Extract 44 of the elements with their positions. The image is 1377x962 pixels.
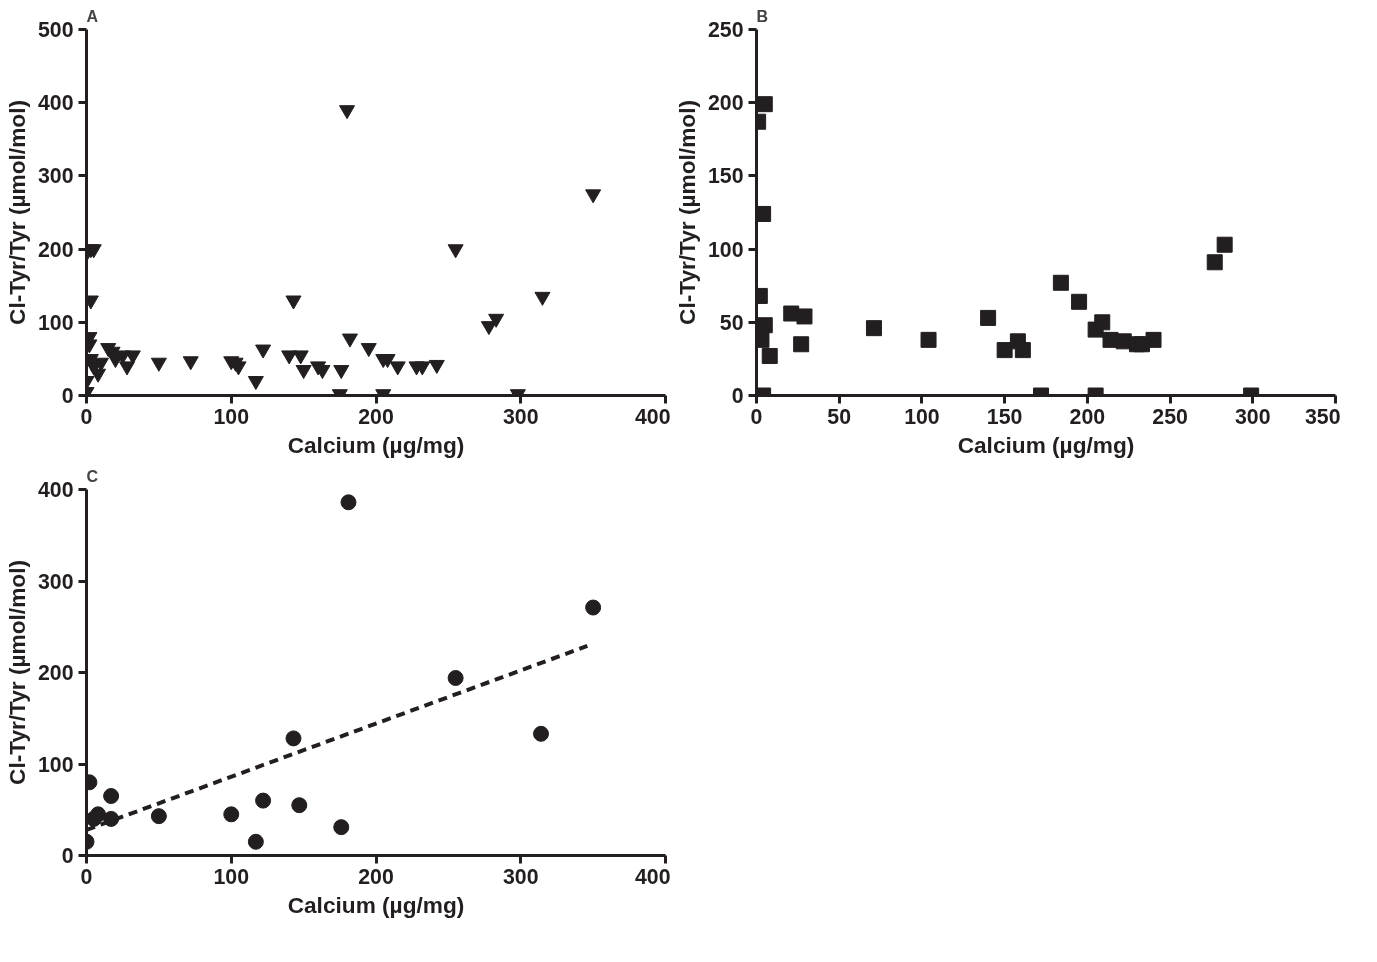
y-tick-label: 300 (37, 569, 74, 594)
y-tick-label: 250 (707, 18, 744, 42)
y-tick-label: 0 (61, 844, 74, 868)
y-tick-label: 300 (37, 164, 74, 189)
x-tick-label: 0 (80, 404, 93, 429)
y-axis-title: Cl-Tyr/Tyr (µmol/mol) (3, 100, 30, 325)
y-tick-label: 50 (719, 310, 744, 335)
y-tick-label: 0 (731, 384, 744, 408)
y-tick-label: 400 (37, 91, 74, 116)
y-tick-label: 400 (37, 478, 74, 502)
x-tick-label: 300 (502, 404, 539, 429)
y-axis-title: Cl-Tyr/Tyr (µmol/mol) (673, 100, 700, 325)
y-tick-label: 200 (37, 237, 74, 262)
y-tick-label: 0 (61, 384, 74, 408)
x-tick-label: 100 (904, 404, 940, 429)
x-tick-label: 150 (986, 404, 1023, 429)
y-tick-label: 100 (707, 237, 744, 262)
y-tick-label: 200 (37, 661, 74, 685)
x-axis-title: Calcium (µg/mg) (287, 431, 465, 458)
y-tick-label: 100 (37, 310, 74, 335)
chart-title: C (86, 467, 99, 485)
x-tick-label: 200 (358, 404, 394, 429)
x-tick-label: 0 (80, 864, 93, 889)
x-tick-label: 400 (634, 404, 671, 429)
y-tick-label: 150 (707, 164, 744, 189)
x-tick-label: 350 (1304, 404, 1341, 429)
x-axis-title: Calcium (µg/mg) (957, 431, 1135, 458)
x-tick-label: 100 (213, 404, 250, 429)
x-tick-label: 50 (827, 404, 852, 429)
x-tick-label: 250 (1152, 404, 1188, 429)
y-tick-label: 100 (37, 752, 74, 777)
y-tick-label: 200 (707, 91, 744, 116)
x-tick-label: 200 (358, 864, 394, 889)
x-tick-label: 400 (634, 864, 671, 889)
x-tick-label: 100 (213, 864, 250, 889)
x-tick-label: 300 (502, 864, 539, 889)
y-axis-title: Cl-Tyr/Tyr (µmol/mol) (3, 560, 30, 785)
x-axis-title: Calcium (µg/mg) (287, 891, 465, 918)
chart-title: B (756, 7, 769, 25)
chart-title: A (86, 7, 99, 25)
x-tick-label: 200 (1069, 404, 1106, 429)
x-tick-label: 300 (1234, 404, 1271, 429)
y-tick-label: 500 (37, 18, 74, 42)
x-tick-label: 0 (750, 404, 763, 429)
